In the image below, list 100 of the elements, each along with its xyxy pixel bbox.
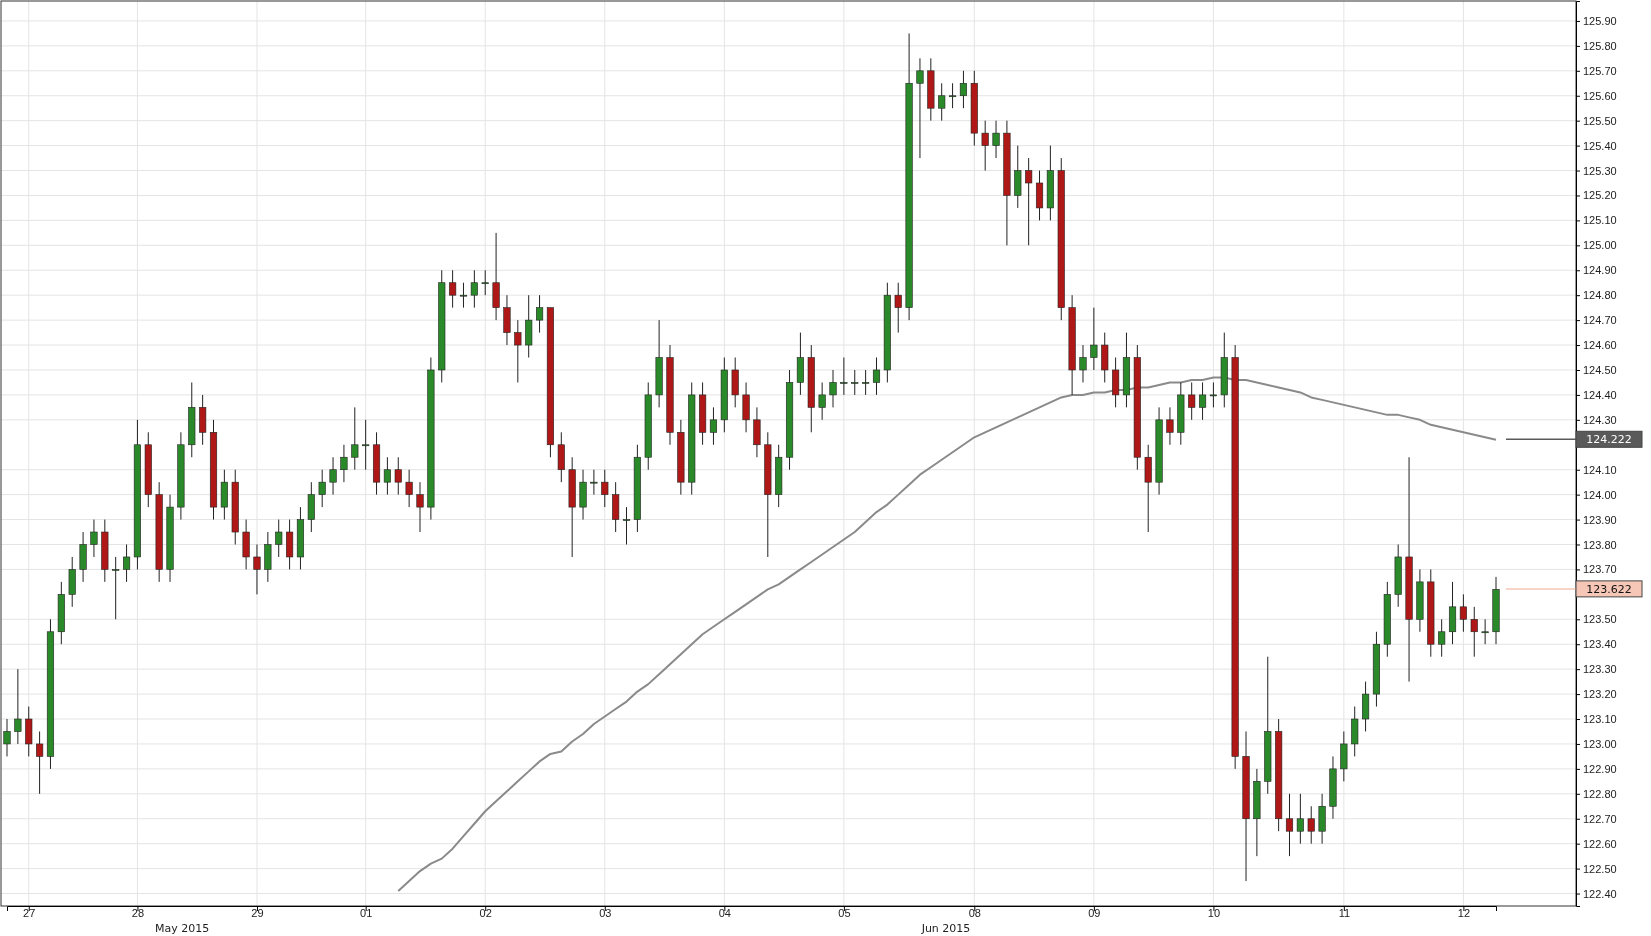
candlestick	[329, 456, 337, 496]
candlestick	[14, 668, 22, 745]
candlestick	[1459, 593, 1467, 633]
candlestick	[1079, 344, 1087, 383]
candlestick	[949, 82, 957, 109]
y-tick-label: 124.70	[1583, 314, 1617, 327]
candlestick	[916, 57, 924, 159]
y-tick-label: 123.10	[1583, 713, 1617, 726]
y-tick-label: 125.60	[1583, 89, 1617, 102]
candlestick	[340, 444, 348, 483]
y-tick-label: 122.60	[1583, 837, 1617, 850]
candlestick	[981, 120, 989, 172]
candlestick	[351, 406, 359, 471]
x-tick-label: 29	[251, 907, 264, 920]
x-tick-label: 08	[968, 907, 981, 920]
y-tick-label: 124.80	[1583, 289, 1617, 302]
ref-line-label: 124.222	[1586, 433, 1632, 447]
candlestick	[1296, 793, 1304, 845]
candlestick	[1025, 157, 1033, 246]
y-tick-label: 125.20	[1583, 189, 1617, 202]
y-tick-label: 122.50	[1583, 862, 1617, 875]
y-tick-label: 125.40	[1583, 139, 1617, 152]
y-tick-label: 125.10	[1583, 214, 1617, 227]
y-tick-label: 122.40	[1583, 887, 1617, 900]
candlestick	[449, 269, 457, 309]
x-tick-label: 09	[1088, 907, 1101, 920]
candlestick	[3, 718, 11, 757]
candlestick	[536, 294, 544, 334]
candlestick	[416, 481, 424, 533]
y-tick-label: 124.40	[1583, 388, 1617, 401]
candlestick	[872, 357, 881, 396]
candlestick	[1470, 606, 1478, 658]
x-tick-label: 10	[1207, 907, 1221, 920]
candlestick	[601, 469, 609, 508]
y-tick-label: 122.80	[1583, 787, 1617, 800]
y-tick-label: 123.20	[1583, 688, 1617, 701]
candlestick	[318, 469, 326, 508]
y-tick-label: 122.90	[1583, 762, 1617, 775]
candlestick	[470, 269, 478, 309]
candlestick	[959, 70, 967, 109]
candlestick	[514, 319, 522, 383]
y-tick-label: 124.30	[1583, 413, 1617, 426]
candlestick	[851, 369, 859, 396]
y-tick-label: 123.50	[1583, 613, 1617, 626]
y-tick-label: 124.50	[1583, 364, 1617, 376]
y-tick-label: 125.00	[1583, 239, 1617, 252]
candlestick	[459, 282, 468, 309]
candlestick	[622, 506, 631, 545]
candlestick	[590, 469, 598, 496]
candlestick	[1285, 793, 1294, 857]
candlestick	[90, 519, 98, 558]
x-tick-label: 03	[599, 907, 612, 920]
candlestick	[894, 282, 902, 334]
y-tick-label: 123.70	[1583, 563, 1617, 576]
candlestick	[1307, 805, 1315, 845]
candlestick	[818, 381, 826, 421]
y-tick-label: 123.30	[1583, 663, 1617, 676]
y-tick-label: 125.50	[1583, 114, 1617, 127]
y-tick-label: 125.80	[1583, 39, 1617, 52]
y-tick-label: 123.00	[1583, 737, 1617, 750]
y-tick-label: 125.30	[1583, 164, 1617, 177]
candlestick	[405, 469, 413, 508]
candlestick	[1438, 618, 1446, 658]
candlestick	[992, 120, 1000, 159]
text: May 2015	[155, 922, 210, 935]
candlestick	[36, 730, 44, 795]
candlestick	[383, 456, 391, 496]
candlestick	[1198, 381, 1207, 421]
candlestick	[938, 82, 946, 122]
candlestick	[275, 519, 283, 558]
text: Jun 2015	[920, 922, 971, 935]
candlestick	[1209, 381, 1217, 408]
y-tick-label: 125.70	[1583, 64, 1617, 77]
x-tick-label: 27	[23, 907, 36, 920]
x-tick-label: 04	[718, 907, 731, 920]
candlestick	[481, 269, 489, 296]
candlestick	[394, 456, 402, 496]
x-tick-label: 28	[131, 907, 145, 920]
y-tick-label: 125.90	[1583, 14, 1617, 27]
candlestick	[709, 406, 718, 446]
y-tick-label: 123.80	[1583, 538, 1617, 551]
candlestick	[122, 544, 131, 583]
y-tick-label: 124.00	[1583, 488, 1617, 501]
candlestick	[112, 556, 120, 620]
x-tick-label: 12	[1457, 907, 1471, 920]
y-tick-label: 124.90	[1583, 264, 1617, 277]
x-tick-label: 01	[360, 907, 373, 920]
x-tick-label: 02	[479, 907, 492, 920]
y-tick-label: 123.40	[1583, 638, 1617, 651]
line-series	[397, 376, 1497, 893]
y-tick-label: 122.70	[1583, 812, 1617, 825]
candlestick	[253, 544, 261, 595]
y-tick-label: 123.90	[1583, 513, 1617, 526]
y-tick-label: 124.10	[1583, 463, 1617, 476]
y-tick-label: 124.60	[1583, 339, 1617, 352]
candlestick	[862, 369, 870, 396]
candlestick	[362, 419, 370, 471]
candlestick	[1481, 618, 1489, 645]
candlestick	[829, 369, 837, 408]
candlestick	[1166, 406, 1174, 446]
